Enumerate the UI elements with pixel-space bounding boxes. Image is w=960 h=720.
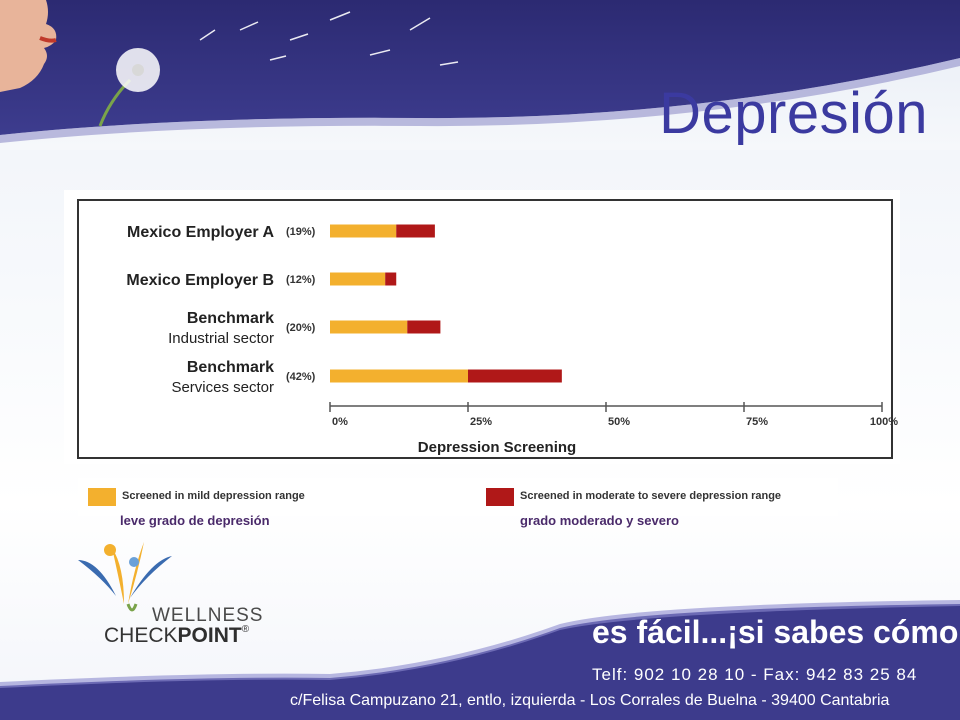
- category-label-2-0: Benchmark: [187, 310, 274, 327]
- footer-phones: Telf: 902 10 28 10 - Fax: 942 83 25 84: [592, 665, 918, 684]
- footer-address: c/Felisa Campuzano 21, entlo, izquierda …: [290, 692, 890, 709]
- bar-moderate-2: [407, 320, 441, 334]
- bar-mild-2: [330, 320, 408, 334]
- legend-subtitle-mild: leve grado de depresión: [120, 513, 270, 528]
- x-tick-label-2: 50%: [608, 416, 630, 428]
- legend-swatch-mild: [88, 488, 116, 506]
- legend-swatch-moderate: [486, 488, 514, 506]
- wellness-checkpoint-logo: WELLNESS CHECKPOINT®: [72, 538, 292, 658]
- category-label-3-0: Benchmark: [187, 359, 274, 376]
- logo-mark-icon: [78, 542, 172, 612]
- depression-screening-chart: Mexico Employer A Mexico Employer B Benchm…: [77, 199, 898, 459]
- category-label-0-0: Mexico Employer A: [127, 224, 274, 241]
- legend-label-moderate: Screened in moderate to severe depressio…: [520, 490, 782, 502]
- total-label-3: (42%): [286, 371, 316, 383]
- x-tick-label-4: 100%: [870, 416, 898, 428]
- slide-title: Depresión: [659, 81, 928, 146]
- chart-frame: [77, 199, 893, 459]
- bar-moderate-1: [385, 272, 397, 286]
- category-label-2-1: Industrial sector: [168, 330, 274, 347]
- header-band: [0, 0, 960, 150]
- x-tick-label-1: 25%: [470, 416, 492, 428]
- bar-mild-1: [330, 272, 386, 286]
- legend-subtitle-moderate: grado moderado y severo: [520, 513, 679, 528]
- footer-tagline: es fácil...¡si sabes cómo! S.L: [592, 614, 960, 650]
- total-label-2: (20%): [286, 322, 316, 334]
- footer-band: [0, 600, 960, 720]
- bar-mild-0: [330, 224, 397, 238]
- x-tick-label-3: 75%: [746, 416, 768, 428]
- face-illustration: [0, 0, 57, 92]
- x-tick-label-0: 0%: [332, 416, 348, 428]
- total-label-1: (12%): [286, 274, 316, 286]
- x-axis-label: Depression Screening: [418, 439, 576, 456]
- chart-panel: Mexico Employer A Mexico Employer B Benchm…: [64, 190, 900, 464]
- bar-moderate-3: [468, 369, 562, 383]
- legend-label-mild: Screened in mild depression range: [122, 490, 305, 502]
- bar-mild-3: [330, 369, 468, 383]
- total-label-0: (19%): [286, 226, 316, 238]
- legend: Screened in mild depression range Screen…: [78, 478, 838, 516]
- category-label-1-0: Mexico Employer B: [126, 272, 274, 289]
- category-label-3-1: Services sector: [171, 379, 274, 396]
- logo-line-checkpoint: CHECKPOINT®: [104, 624, 250, 647]
- logo-line-wellness: WELLNESS: [152, 605, 264, 626]
- dandelion-illustration: [98, 11, 459, 127]
- bar-moderate-0: [396, 224, 435, 238]
